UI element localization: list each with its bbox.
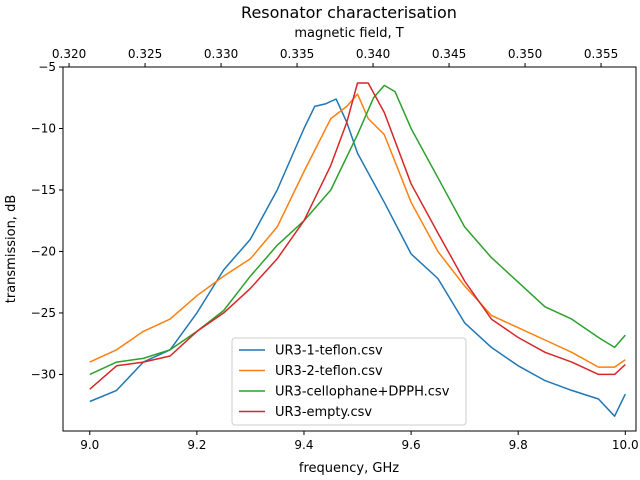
x-tick-label: 9.8 [509,438,528,452]
x-axis-label: frequency, GHz [299,461,399,476]
y-tick-label: −5 [38,60,56,74]
ticks-layer: 9.0 9.2 9.4 9.6 9.8 10.0−30−25−20−15−10−50.32… [31,47,639,452]
secondary-x-tick-label: 0.355 [584,47,618,61]
series-line-2 [89,93,626,368]
secondary-x-tick-label: 0.350 [508,47,542,61]
legend-box [231,337,467,426]
series-layer [89,82,626,417]
x-tick-label: 10.0 [612,438,639,452]
series-line-4 [89,82,626,390]
legend-label: UR3-1-teflon.csv [275,344,383,359]
y-tick-label: −20 [31,244,56,258]
secondary-x-tick-label: 0.335 [280,47,314,61]
y-axis-label: transmission, dB [4,195,19,303]
secondary-x-tick-label: 0.325 [128,47,162,61]
y-tick-label: −25 [31,306,56,320]
y-tick-label: −30 [31,367,56,381]
legend-label: UR3-empty.csv [275,405,372,420]
secondary-x-tick-label: 0.345 [432,47,466,61]
x-tick-label: 9.0 [80,438,99,452]
secondary-x-axis-label: magnetic field, T [294,26,403,41]
legend-label: UR3-cellophane+DPPH.csv [275,385,450,400]
secondary-x-tick-label: 0.320 [52,47,86,61]
series-line-3 [89,84,626,376]
legend: UR3-1-teflon.csv UR3-2-teflon.csv UR3-cell… [231,337,467,426]
x-tick-label: 9.4 [294,438,313,452]
y-tick-label: −10 [31,121,56,135]
x-tick-label: 9.6 [402,438,421,452]
x-tick-label: 9.2 [187,438,206,452]
series-line-1 [89,98,626,417]
secondary-x-tick-label: 0.340 [356,47,390,61]
secondary-x-tick-label: 0.330 [204,47,238,61]
y-tick-label: −15 [31,183,56,197]
axes-frame [62,66,637,432]
chart-title: Resonator characterisation [241,3,457,22]
legend-label: UR3-2-teflon.csv [275,364,383,379]
